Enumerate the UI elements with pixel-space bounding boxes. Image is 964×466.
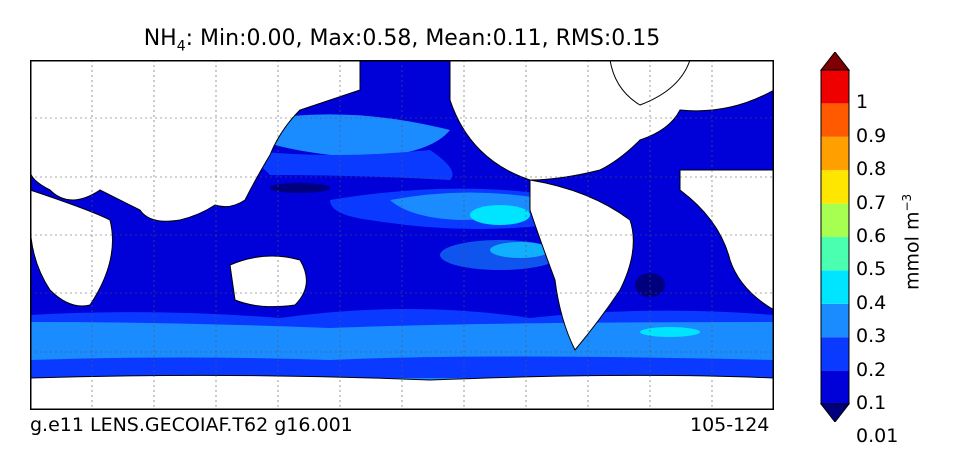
colorbar-segment <box>821 370 849 404</box>
colorbar-segment <box>821 303 849 338</box>
case-label: g.e11 LENS.GECOIAF.T62 g16.001 <box>30 414 353 436</box>
southern-patch <box>640 327 700 337</box>
upwelling-peak <box>470 205 530 225</box>
colorbar-frame <box>820 69 850 405</box>
africa-east-land <box>679 169 774 311</box>
colorbar-tick-label: 0.6 <box>856 225 887 247</box>
antarctic-rim <box>30 356 774 378</box>
north-pacific-band-2 <box>245 150 453 180</box>
north-pacific-band <box>260 114 450 158</box>
colorbar-tick-label: 1 <box>856 91 869 114</box>
north-america-land <box>449 60 774 181</box>
map-frame <box>30 60 774 410</box>
colorbar-segment <box>821 270 849 304</box>
plot-title: NH4: Min:0.00, Max:0.58, Mean:0.11, RMS:… <box>143 26 661 55</box>
colorbar-segment <box>821 170 849 204</box>
colorbar-segment <box>821 103 849 137</box>
ocean-map <box>30 60 774 410</box>
colorbar-segment <box>821 136 849 171</box>
low-patch-north <box>270 183 330 193</box>
colorbar-segment <box>821 70 849 104</box>
years-label: 105-124 <box>690 414 770 436</box>
colorbar-tick-label: 0.4 <box>856 291 887 314</box>
south-america-land <box>529 179 634 351</box>
colorbar-tick-label: 0.7 <box>856 191 887 214</box>
australia-land <box>229 255 307 308</box>
colorbar-tick-label: 0.01 <box>856 425 899 448</box>
colorbar-tick-label: 0.2 <box>856 358 887 381</box>
colorbar <box>819 52 851 422</box>
colorbar-extend-low <box>819 403 851 422</box>
colorbar-tick-label: 0.8 <box>856 158 887 181</box>
colorbar-tick-label: 0.3 <box>856 325 887 348</box>
greenland-land <box>609 60 691 106</box>
pacific-patch-outer <box>440 240 560 270</box>
colorbar-tick-label: 0.9 <box>856 124 887 147</box>
colorbar-tick-label: 0.5 <box>856 258 887 281</box>
eurasia-land <box>30 60 361 222</box>
colorbar-tick-label: 0.1 <box>856 392 887 414</box>
colorbar-extend-high <box>819 52 851 71</box>
colorbar-segment <box>821 337 849 371</box>
colorbar-segment <box>821 203 849 237</box>
colorbar-segment <box>821 237 849 271</box>
colorbar-unit-label: mmol m−3 <box>900 193 924 290</box>
